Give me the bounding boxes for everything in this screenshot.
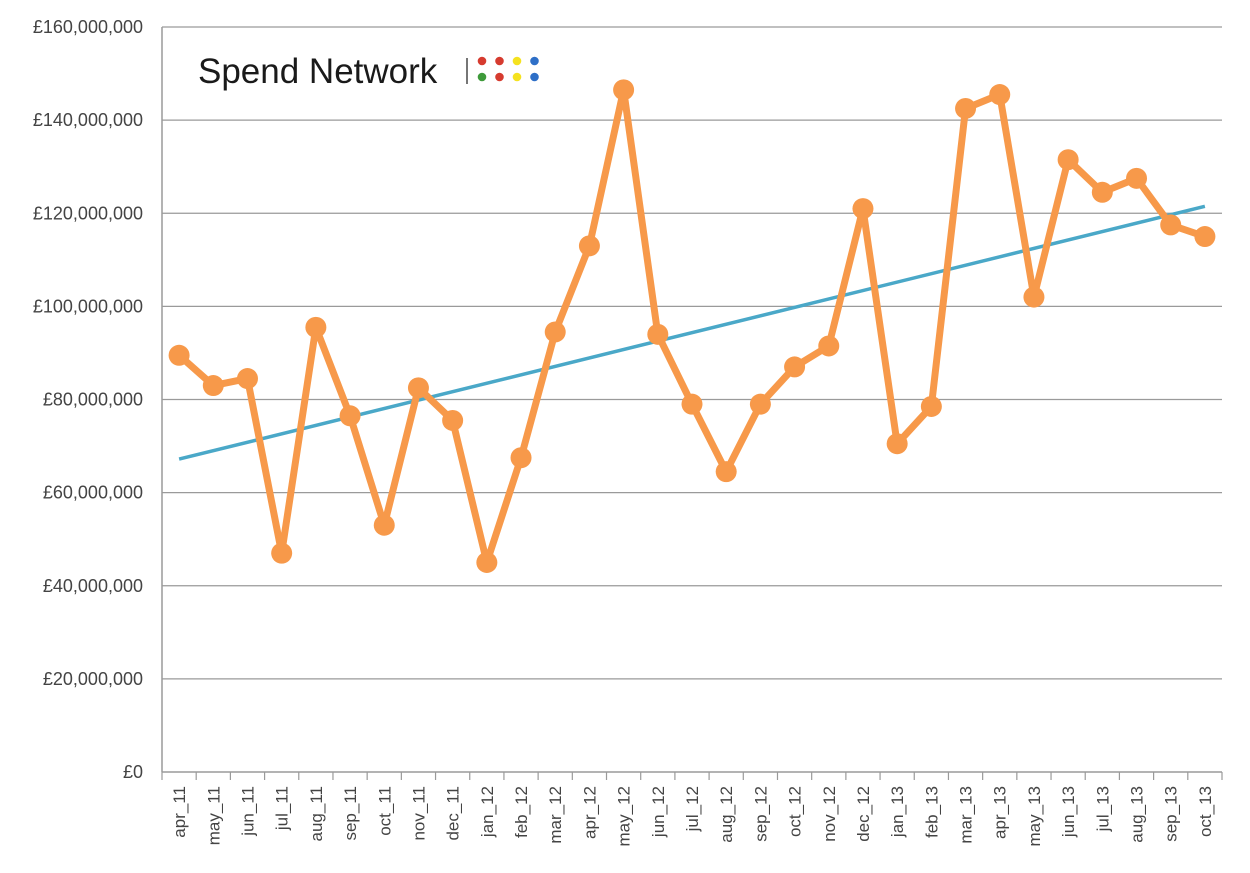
x-tick-label: jan_13 bbox=[888, 786, 907, 838]
data-point bbox=[236, 368, 258, 390]
data-point bbox=[647, 323, 669, 345]
y-tick-label: £100,000,000 bbox=[33, 296, 143, 316]
x-tick-label: apr_11 bbox=[170, 786, 189, 838]
data-point bbox=[852, 198, 874, 220]
data-point bbox=[305, 316, 327, 338]
data-point bbox=[1023, 286, 1045, 308]
x-tick-label: jun_13 bbox=[1059, 786, 1078, 838]
y-tick-label: £160,000,000 bbox=[33, 17, 143, 37]
series-line bbox=[175, 86, 1209, 566]
x-tick-label: mar_12 bbox=[546, 786, 565, 844]
x-tick-label: jul_13 bbox=[1093, 786, 1112, 832]
data-point bbox=[1194, 226, 1216, 248]
x-tick-label: nov_12 bbox=[820, 786, 839, 842]
x-tick-label: sep_13 bbox=[1162, 786, 1181, 842]
data-point bbox=[1160, 214, 1182, 236]
logo-dots-icon bbox=[477, 56, 539, 82]
x-tick-label: feb_13 bbox=[922, 786, 941, 838]
data-point bbox=[578, 235, 600, 257]
x-tick-label: aug_12 bbox=[717, 786, 736, 843]
x-tick-label: may_11 bbox=[204, 786, 223, 845]
logo-dot bbox=[512, 72, 522, 82]
data-point bbox=[510, 447, 532, 469]
x-tick-label: may_13 bbox=[1025, 786, 1044, 846]
data-point bbox=[339, 405, 361, 427]
data-point bbox=[544, 321, 566, 343]
data-point bbox=[784, 356, 806, 378]
data-point bbox=[407, 377, 429, 399]
y-tick-label: £40,000,000 bbox=[43, 576, 143, 596]
x-tick-label: aug_13 bbox=[1128, 786, 1147, 843]
logo-dot bbox=[495, 56, 504, 66]
x-tick-label: jul_11 bbox=[273, 786, 292, 831]
x-tick-label: mar_13 bbox=[957, 786, 976, 844]
x-tick-label: jan_12 bbox=[478, 786, 497, 838]
y-tick-label: £60,000,000 bbox=[43, 483, 143, 503]
logo-dot bbox=[495, 72, 504, 82]
y-tick-label: £20,000,000 bbox=[43, 669, 143, 689]
x-tick-label: jul_12 bbox=[683, 786, 702, 832]
y-axis: £0 £20,000,000 £40,000,000 £60,000,000 £80,0… bbox=[33, 17, 163, 782]
data-point bbox=[168, 344, 190, 366]
y-tick-label: £140,000,000 bbox=[33, 110, 143, 130]
data-point bbox=[442, 409, 464, 431]
data-point bbox=[373, 514, 395, 536]
logo-text: Spend Network bbox=[198, 52, 438, 91]
data-point bbox=[613, 79, 635, 101]
x-tick-label: apr_12 bbox=[580, 786, 599, 839]
x-tick-label: apr_13 bbox=[991, 786, 1010, 839]
x-tick-label: sep_12 bbox=[751, 786, 770, 842]
x-tick-label: jun_11 bbox=[238, 786, 257, 837]
data-point bbox=[1126, 167, 1148, 189]
x-tick-label: sep_11 bbox=[341, 786, 360, 841]
x-tick-label: nov_11 bbox=[409, 786, 428, 841]
x-tick-label: dec_12 bbox=[854, 786, 873, 842]
data-point bbox=[818, 335, 840, 357]
data-point bbox=[681, 393, 703, 415]
logo-dot bbox=[530, 56, 539, 66]
x-tick-label: dec_11 bbox=[444, 786, 463, 841]
data-point bbox=[1057, 149, 1079, 171]
x-tick-label: oct_13 bbox=[1196, 786, 1215, 837]
grid-lines bbox=[162, 26, 1222, 680]
x-tick-label: may_12 bbox=[615, 786, 634, 846]
logo-dot bbox=[477, 72, 487, 82]
trend-line-group bbox=[178, 204, 1206, 461]
x-tick-label: oct_11 bbox=[375, 786, 394, 836]
data-point bbox=[271, 542, 293, 564]
data-point bbox=[749, 393, 771, 415]
x-tick-label: oct_12 bbox=[786, 786, 805, 837]
logo-dot bbox=[512, 56, 522, 66]
logo-dot bbox=[530, 72, 539, 82]
data-point bbox=[920, 395, 942, 417]
data-point bbox=[202, 375, 224, 397]
x-tick-label: feb_12 bbox=[512, 786, 531, 838]
data-point bbox=[476, 551, 498, 573]
data-point bbox=[886, 433, 908, 455]
x-tick-label: aug_11 bbox=[307, 786, 326, 841]
y-tick-label: £120,000,000 bbox=[33, 203, 143, 223]
spend-network-logo: Spend Network bbox=[198, 52, 539, 91]
data-point bbox=[1091, 181, 1113, 203]
data-point bbox=[715, 461, 737, 483]
logo-dot bbox=[477, 56, 487, 66]
series-group bbox=[168, 79, 1216, 573]
y-tick-label: £80,000,000 bbox=[43, 390, 143, 410]
y-tick-label: £0 bbox=[123, 762, 143, 782]
x-axis: apr_11 may_11 jun_11 jul_11 aug_11 sep_11 oct_… bbox=[161, 771, 1223, 846]
data-point bbox=[955, 97, 977, 119]
x-tick-label: jun_12 bbox=[649, 786, 668, 838]
data-point bbox=[989, 84, 1011, 106]
trend-line bbox=[178, 204, 1206, 461]
